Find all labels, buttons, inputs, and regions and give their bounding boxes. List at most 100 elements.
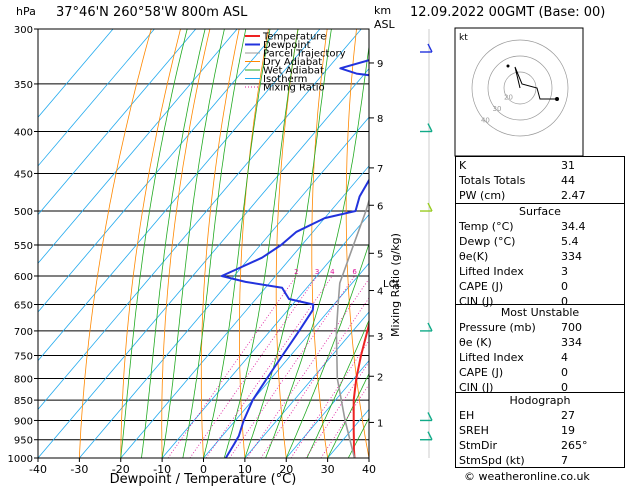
hodograph-table: Hodograph EH 27 SREH 19 StmDir 265° StmSpd …	[455, 392, 625, 468]
hodograph-ring	[487, 55, 553, 121]
index-row: PW (cm) 2.47	[459, 189, 586, 202]
chart-grid: 2 3 4 6 8 10 16 20 25	[38, 29, 452, 458]
wind-barbs	[420, 29, 433, 458]
y-tick-label: 650	[14, 301, 33, 312]
mu-row: θe (K) 334	[459, 336, 582, 349]
y-tick-label: 750	[14, 351, 33, 362]
mu-row: Lifted Index 4	[459, 351, 568, 364]
isotherm-line	[120, 165, 369, 458]
wet-adiabat-line	[244, 29, 332, 458]
most-unstable-title: Most Unstable	[500, 306, 580, 319]
parcel-trajectory-line	[335, 197, 369, 458]
hodograph-ring	[471, 39, 569, 137]
mixing-ratio-line	[260, 297, 369, 458]
mixing-ratio-axis-label: Mixing Ratio (g/kg)	[389, 233, 402, 337]
mixing-ratio-line	[229, 275, 355, 458]
mixing-ratio-label: 6	[352, 268, 357, 276]
wet-adiabat-line	[265, 43, 369, 458]
x-tick-label: -40	[29, 463, 47, 476]
dry-adiabat-line	[345, 29, 369, 458]
dry-adiabat-line	[161, 29, 211, 458]
isotherm-line	[38, 29, 362, 410]
legend-item: Wet Adiabat	[263, 66, 324, 77]
y-tick-label: 600	[14, 272, 33, 283]
mixing-ratio-line	[167, 275, 297, 458]
hodograph-point	[555, 97, 559, 101]
hodo-row: StmDir 265°	[459, 439, 588, 452]
legend-item: Dewpoint	[263, 40, 311, 51]
dry-adiabat-line	[275, 29, 299, 458]
mixing-ratio-label: 25	[436, 268, 445, 276]
mu-row: CAPE (J) 0	[459, 366, 568, 379]
mixing-ratio-line	[246, 278, 369, 458]
x-tick-label: -10	[153, 463, 171, 476]
km-tick-label: 2	[377, 372, 383, 383]
km-tick-label: 4	[377, 287, 383, 298]
wet-adiabat-line	[141, 29, 206, 458]
surface-row: Lifted Index 3	[459, 265, 568, 278]
km-tick-label: 1	[377, 418, 383, 429]
wet-adiabat-line	[306, 319, 369, 458]
mixing-ratio-line	[189, 275, 318, 458]
mixing-ratio-label: 16	[408, 268, 417, 276]
temperature-line	[352, 319, 369, 458]
legend-item: Temperature	[262, 32, 326, 43]
hodograph-unit: kt	[459, 33, 468, 43]
mixing-ratio-line	[205, 275, 333, 458]
isotherm-line	[38, 29, 155, 167]
isotherm-line	[38, 29, 114, 118]
surface-row: Dewp (°C) 5.4	[459, 235, 579, 248]
legend-item: Isotherm	[263, 74, 307, 85]
location-title: 37°46'N 260°58'W 800m ASL	[56, 5, 248, 20]
dewpoint-line	[220, 59, 369, 458]
x-tick-label: -30	[70, 463, 88, 476]
datetime-title: 12.09.2022 00GMT (Base: 00)	[410, 5, 606, 20]
x-tick-label: 20	[279, 463, 293, 476]
isotherm-line	[161, 214, 369, 458]
x-axis-label: Dewpoint / Temperature (°C)	[110, 472, 297, 486]
mu-row: CIN (J) 0	[459, 381, 568, 394]
copyright: © weatheronline.co.uk	[464, 470, 590, 483]
hodograph-trace	[514, 66, 557, 100]
dry-adiabat-line	[120, 29, 181, 458]
indices-table: K 31 Totals Totals 44 PW (cm) 2.47	[455, 156, 625, 204]
y-tick-label: 900	[14, 416, 33, 427]
mixing-ratio-label: 2	[294, 268, 298, 276]
km-tick-label: 9	[377, 59, 383, 70]
wet-adiabat-line	[327, 372, 369, 458]
hodo-row: StmSpd (kt) 7	[459, 454, 568, 467]
index-row: Totals Totals 44	[459, 174, 575, 187]
chart-axes: 3003504004505005506006507007508008509009…	[8, 25, 402, 476]
isotherm-line	[79, 116, 369, 458]
wet-adiabat-line	[161, 29, 225, 458]
mixing-ratio-label: 3	[315, 268, 319, 276]
y-tick-label: 1000	[8, 454, 33, 465]
mixing-ratio-label: 20	[422, 268, 431, 276]
mixing-ratio-label: 4	[330, 268, 335, 276]
y-tick-label: 300	[14, 25, 33, 36]
wind-barb-flag	[427, 123, 433, 132]
isotherm-line	[244, 311, 369, 458]
wet-adiabat-line	[120, 29, 188, 458]
dry-adiabat-line	[412, 29, 452, 458]
km-tick-label: 7	[377, 164, 383, 175]
km-tick-label: 8	[377, 114, 383, 125]
hodograph-ring-label: 20	[504, 94, 513, 102]
x-tick-label: -20	[112, 463, 130, 476]
hodograph-ring-label: 30	[492, 105, 501, 113]
surface-row: CAPE (J) 0	[459, 280, 568, 293]
y-tick-label: 950	[14, 436, 33, 447]
y-axis-unit: hPa	[16, 5, 36, 18]
y-tick-label: 850	[14, 396, 33, 407]
hodograph-point	[506, 64, 510, 68]
mu-row: Pressure (mb) 700	[459, 321, 582, 334]
y-tick-label: 350	[14, 80, 33, 91]
hodograph-table-title: Hodograph	[509, 394, 571, 407]
chart-series	[220, 59, 369, 458]
y-tick-label: 800	[14, 374, 33, 385]
km-tick-label: 5	[377, 249, 383, 260]
x-tick-label: 10	[238, 463, 252, 476]
wind-barb-flag	[427, 431, 433, 441]
